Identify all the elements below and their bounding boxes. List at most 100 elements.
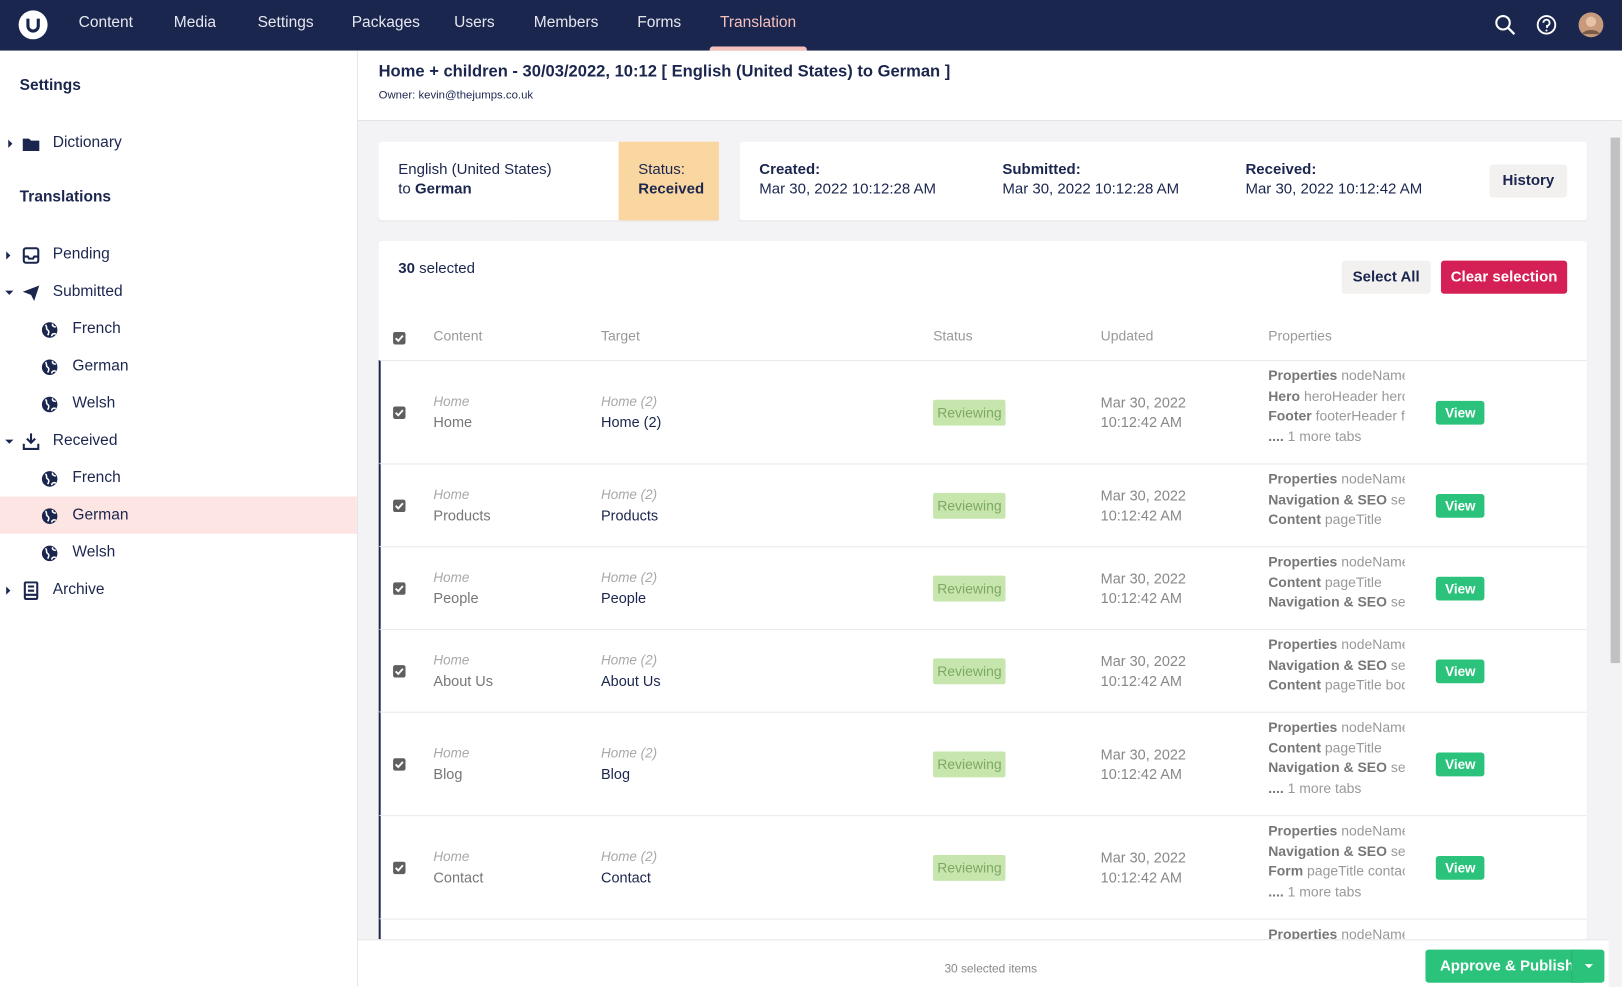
tree-item[interactable]: Submitted	[0, 273, 357, 310]
nav-item[interactable]: Translation	[719, 13, 797, 32]
column-header: Content	[433, 327, 483, 344]
property-label: Content	[1268, 511, 1321, 528]
tree-item[interactable]: Received	[0, 422, 357, 459]
tree-item[interactable]: French	[0, 459, 357, 496]
active-indicator	[709, 46, 807, 51]
property-label: Properties	[1268, 471, 1338, 487]
property-line: Navigation & SEO seo	[1268, 657, 1405, 673]
row-checkbox[interactable]	[392, 499, 406, 513]
target-line: to German	[398, 180, 471, 200]
content-path: Home	[433, 745, 470, 761]
updated-date: Mar 30, 2022	[1100, 394, 1186, 411]
table-row: Home Home Home (2) Home (2) Reviewing Mar 30,…	[378, 359, 1587, 464]
view-button[interactable]: View	[1435, 400, 1485, 425]
folder-icon	[22, 138, 40, 152]
nav-item[interactable]: Content	[78, 13, 133, 32]
row-checkbox[interactable]	[392, 406, 406, 420]
items-panel: 30 selected Select All Clear selection H…	[378, 241, 1587, 966]
selection-count: 30 selected	[398, 260, 475, 280]
content-name: About Us	[433, 672, 494, 689]
inbox-icon	[22, 247, 40, 264]
content-path: Home	[433, 486, 470, 503]
approve-publish-button[interactable]: Approve & Publish	[1425, 949, 1586, 983]
property-label: Properties	[1268, 719, 1338, 735]
nav-item[interactable]: Media	[173, 13, 217, 32]
updated-time: 10:12:42 AM	[1100, 765, 1182, 783]
nav-item[interactable]: Forms	[637, 13, 682, 32]
tree-item[interactable]: Welsh	[0, 534, 357, 571]
property-value: nodeName	[1341, 719, 1405, 735]
property-line: Content pageTitle	[1268, 740, 1405, 756]
tree-item[interactable]: Dictionary	[0, 124, 357, 161]
row-checkbox[interactable]	[392, 664, 406, 678]
table-row: Home People Home (2) People Reviewing Mar 30,…	[378, 546, 1587, 629]
property-value: nodeName	[1341, 471, 1405, 487]
tree-item[interactable]: Welsh	[0, 385, 357, 422]
page-title: Home + children - 30/03/2022, 10:12 [ En…	[378, 63, 951, 81]
property-label: Navigation & SEO	[1268, 759, 1387, 776]
property-label: Properties	[1268, 636, 1338, 653]
help-icon[interactable]	[1535, 13, 1558, 36]
property-value: nodeName	[1341, 822, 1405, 839]
table-row: Home About Us Home (2) About Us Reviewing Mar…	[378, 628, 1587, 712]
view-button[interactable]: View	[1435, 576, 1485, 601]
scroll-thumb[interactable]	[1610, 137, 1620, 664]
property-line: Navigation & SEO seo	[1268, 491, 1405, 507]
updated-date: Mar 30, 2022	[1100, 745, 1186, 763]
status-pill: Reviewing	[933, 854, 1006, 881]
updated-time: 10:12:42 AM	[1100, 589, 1182, 607]
section-title: Translations	[19, 188, 112, 206]
updated-date: Mar 30, 2022	[1100, 849, 1186, 866]
status-pill: Reviewing	[933, 399, 1006, 426]
logo[interactable]	[18, 9, 49, 40]
property-label: Footer	[1268, 408, 1312, 424]
nav-item[interactable]: Members	[533, 13, 599, 32]
approve-caret[interactable]	[1571, 949, 1605, 983]
view-button[interactable]: View	[1435, 752, 1485, 777]
property-line: Content pageTitle	[1268, 574, 1405, 590]
select-all-checkbox	[393, 332, 406, 345]
property-value: seo	[1390, 594, 1405, 610]
select-all-button[interactable]: Select All	[1341, 260, 1431, 294]
source-language: English (United States)	[398, 161, 552, 178]
property-label: Navigation & SEO	[1268, 656, 1387, 673]
updated-date: Mar 30, 2022	[1100, 487, 1186, 504]
property-value: pageTitle bod	[1324, 677, 1405, 693]
date-label: Received:	[1245, 161, 1317, 178]
row-checkbox[interactable]	[392, 581, 406, 595]
tree-label: French	[72, 319, 121, 338]
target-name: About Us	[601, 672, 661, 689]
date-value: Mar 30, 2022 10:12:28 AM	[759, 181, 937, 198]
property-line: Properties nodeName	[1268, 554, 1405, 570]
property-label: Content	[1268, 739, 1321, 756]
row-checkbox[interactable]	[392, 757, 406, 771]
tree-item[interactable]: German	[0, 348, 357, 385]
tree-item[interactable]: German	[0, 496, 357, 534]
view-button[interactable]: View	[1435, 659, 1485, 684]
nav-item[interactable]: Settings	[257, 13, 314, 32]
search-icon[interactable]	[1494, 13, 1517, 36]
language-card: English (United States) to German Status…	[378, 141, 719, 221]
content-path: Home	[433, 569, 470, 585]
history-button[interactable]: History	[1489, 164, 1568, 198]
tree-item[interactable]: French	[0, 310, 357, 347]
property-label: Properties	[1268, 822, 1338, 839]
clear-selection-button[interactable]: Clear selection	[1440, 260, 1568, 294]
property-value: nodeName	[1341, 553, 1405, 570]
property-label: Form	[1268, 863, 1304, 879]
scrollbar	[1608, 121, 1622, 940]
avatar[interactable]	[1578, 11, 1605, 38]
updated-time: 10:12:42 AM	[1100, 672, 1182, 689]
nav-item[interactable]: Packages	[351, 13, 420, 32]
row-checkbox[interactable]	[392, 861, 406, 875]
tree-item[interactable]: Archive	[0, 571, 357, 608]
nav-item[interactable]: Users	[454, 13, 495, 32]
target-path: Home (2)	[601, 848, 658, 865]
property-label: ....	[1268, 428, 1284, 444]
view-button[interactable]: View	[1435, 855, 1485, 880]
tree-item[interactable]: Pending	[0, 236, 357, 273]
updated-date: Mar 30, 2022	[1100, 652, 1186, 670]
updated-time: 10:12:42 AM	[1100, 506, 1182, 524]
view-button[interactable]: View	[1435, 493, 1485, 518]
